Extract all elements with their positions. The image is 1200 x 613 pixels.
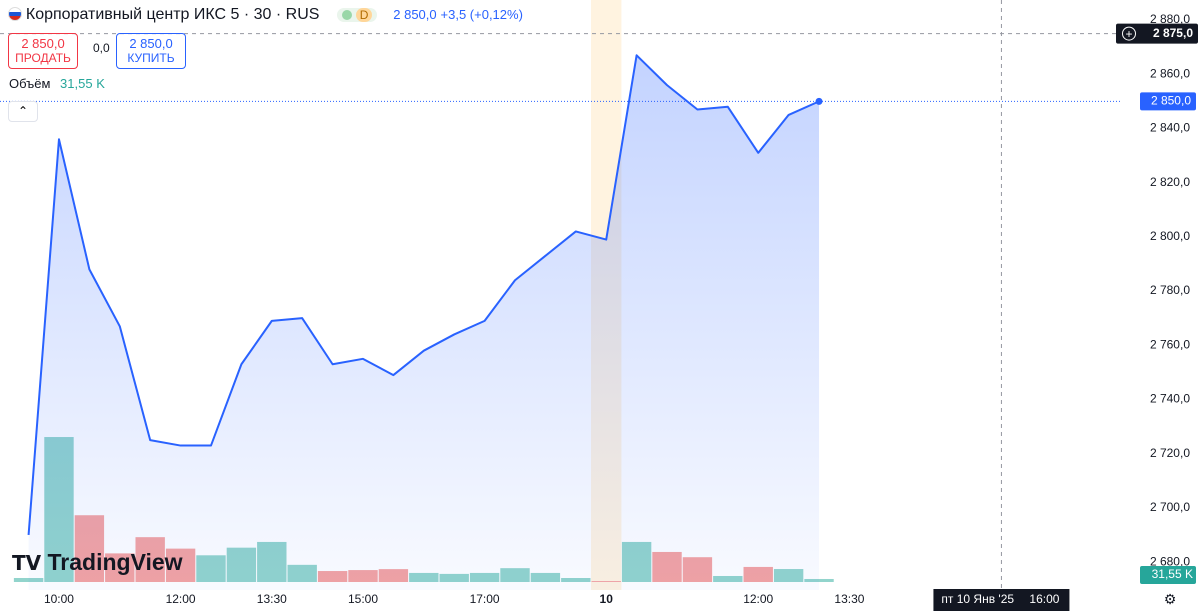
volume-value: 31,55 K bbox=[60, 76, 105, 91]
price-change: +3,5 (+0,12%) bbox=[440, 7, 523, 22]
collapse-button[interactable]: ⌃ bbox=[8, 101, 38, 122]
buy-label: КУПИТЬ bbox=[127, 51, 175, 65]
interval-badge[interactable]: D bbox=[337, 8, 378, 22]
crosshair-x-date: пт 10 Янв '25 bbox=[941, 592, 1014, 606]
sell-button[interactable]: 2 850,0 ПРОДАТЬ bbox=[8, 33, 78, 69]
legend-header: Корпоративный центр ИКС 5 · 30 · RUS D 2… bbox=[8, 6, 523, 24]
y-tick-label: 2 800,0 bbox=[1150, 229, 1190, 243]
add-icon bbox=[1122, 26, 1136, 41]
x-tick-label: 12:00 bbox=[743, 592, 773, 606]
y-tick-label: 2 880,0 bbox=[1150, 12, 1190, 26]
x-tick-label: 10:00 bbox=[44, 592, 74, 606]
x-tick-label: 15:00 bbox=[348, 592, 378, 606]
sell-label: ПРОДАТЬ bbox=[15, 51, 71, 65]
symbol-title[interactable]: Корпоративный центр ИКС 5 · 30 · RUS bbox=[25, 6, 320, 23]
x-tick-label: 17:00 bbox=[470, 592, 500, 606]
volume-tag-text: 31,55 K bbox=[1152, 567, 1193, 581]
logo-text: TradingView bbox=[47, 549, 183, 575]
crosshair-x-tag bbox=[933, 589, 1070, 611]
last-price-tag-text: 2 850,0 bbox=[1151, 94, 1191, 108]
y-tick-label: 2 820,0 bbox=[1150, 175, 1190, 189]
sell-price: 2 850,0 bbox=[21, 36, 65, 51]
last-price: 2 850,0 bbox=[393, 7, 437, 22]
y-tick-label: 2 680,0 bbox=[1150, 554, 1190, 568]
spread: 0,0 bbox=[93, 41, 110, 55]
add-icon-plus: + bbox=[1125, 27, 1132, 41]
interval: D bbox=[355, 8, 373, 22]
y-tick-label: 2 780,0 bbox=[1150, 283, 1190, 297]
x-tick-label: 10 bbox=[600, 592, 614, 606]
buy-button[interactable]: 2 850,0 КУПИТЬ bbox=[116, 33, 186, 69]
crosshair-x-time: 16:00 bbox=[1029, 592, 1059, 606]
y-tick-label: 2 760,0 bbox=[1150, 337, 1190, 351]
crosshair-y-label: 2 875,0 bbox=[1153, 26, 1193, 40]
x-tick-label: 12:00 bbox=[166, 592, 196, 606]
last-price-tag bbox=[1140, 92, 1196, 111]
volume-label: Объём bbox=[9, 76, 51, 91]
buy-price: 2 850,0 bbox=[129, 36, 173, 51]
x-tick-label: 13:30 bbox=[834, 592, 864, 606]
settings-icon[interactable]: ⚙ bbox=[1163, 591, 1177, 607]
y-tick-label: 2 860,0 bbox=[1150, 66, 1190, 80]
y-tick-label: 2 740,0 bbox=[1150, 392, 1190, 406]
volume-legend: Объём 31,55 K bbox=[9, 76, 105, 91]
volume-tag bbox=[1140, 566, 1196, 584]
crosshair-y-tag bbox=[1116, 23, 1198, 44]
logo: 𝗧𝗩 TradingView bbox=[12, 549, 183, 575]
flag-icon bbox=[8, 7, 22, 21]
y-tick-label: 2 840,0 bbox=[1150, 121, 1190, 135]
price-area bbox=[28, 55, 820, 590]
y-tick-label: 2 700,0 bbox=[1150, 500, 1190, 514]
y-tick-label: 2 720,0 bbox=[1150, 446, 1190, 460]
x-tick-label: 13:30 bbox=[257, 592, 287, 606]
